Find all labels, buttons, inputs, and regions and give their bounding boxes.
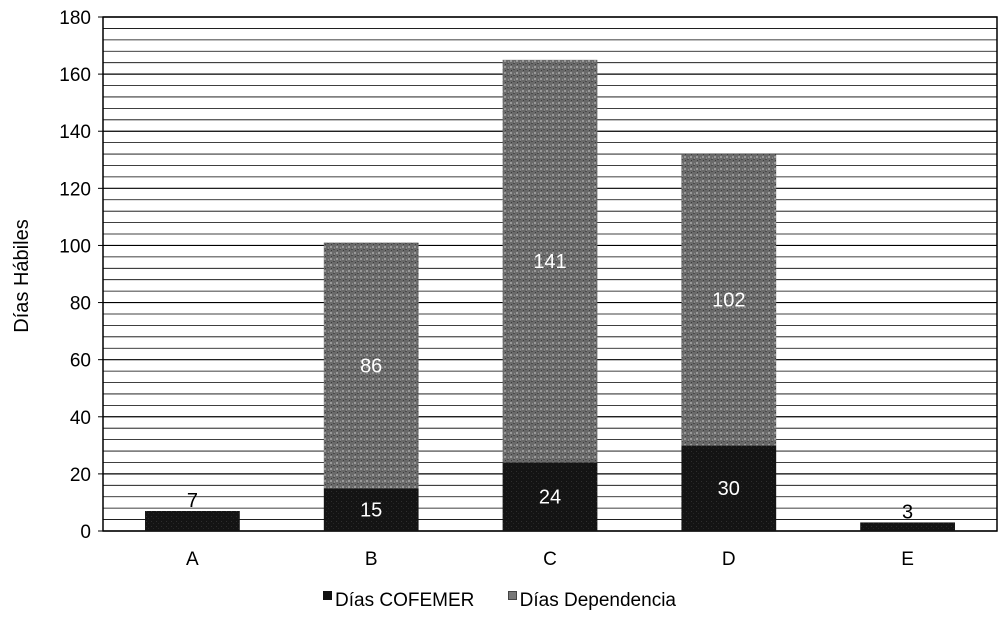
- data-label: 7: [187, 490, 198, 512]
- data-label: 24: [539, 487, 561, 509]
- y-axis: 0 20 40 60 80 100 120 140 160 180: [59, 8, 103, 543]
- y-tick-label: 120: [59, 179, 91, 200]
- y-tick-label: 0: [80, 522, 91, 543]
- bars: [145, 59, 955, 531]
- y-tick-label: 40: [70, 408, 91, 429]
- legend: Días COFEMER Días Dependencia: [0, 590, 999, 612]
- bar-segment: [681, 154, 777, 446]
- bar-segment: [860, 522, 955, 531]
- x-tick-label: A: [186, 549, 199, 570]
- x-axis: A B C D E: [186, 549, 914, 570]
- data-label: 15: [360, 500, 382, 522]
- legend-swatch-dependencia: [507, 591, 517, 600]
- bar-segment: [502, 462, 598, 531]
- y-tick-label: 140: [59, 122, 91, 143]
- bar-segment: [145, 511, 240, 531]
- data-label: 86: [360, 355, 382, 377]
- y-tick-label: 80: [70, 294, 91, 315]
- legend-swatch-cofemer: [323, 591, 333, 600]
- bar-segment: [502, 59, 598, 463]
- y-axis-label: Días Hábiles: [11, 219, 33, 332]
- legend-item-cofemer: Días COFEMER: [323, 590, 474, 612]
- legend-item-dependencia: Días Dependencia: [507, 590, 676, 612]
- y-tick-label: 20: [70, 465, 91, 486]
- x-tick-label: B: [365, 549, 378, 570]
- x-tick-label: C: [543, 549, 557, 570]
- data-label: 141: [533, 251, 566, 273]
- legend-label-cofemer: Días COFEMER: [335, 590, 475, 611]
- data-label: 102: [712, 290, 745, 312]
- y-tick-label: 100: [59, 236, 91, 257]
- x-tick-label: E: [901, 549, 914, 570]
- data-labels: 7 15 86 24 141 30 102 3: [187, 251, 913, 523]
- bar-segment: [323, 488, 419, 531]
- data-label: 30: [718, 478, 740, 500]
- legend-label-dependencia: Días Dependencia: [519, 590, 676, 611]
- y-tick-label: 160: [59, 65, 91, 86]
- data-label: 3: [902, 501, 913, 523]
- bar-segment: [323, 242, 419, 489]
- y-tick-label: 180: [59, 8, 91, 29]
- x-tick-label: D: [722, 549, 736, 570]
- bar-segment: [681, 445, 777, 531]
- y-tick-label: 60: [70, 351, 91, 372]
